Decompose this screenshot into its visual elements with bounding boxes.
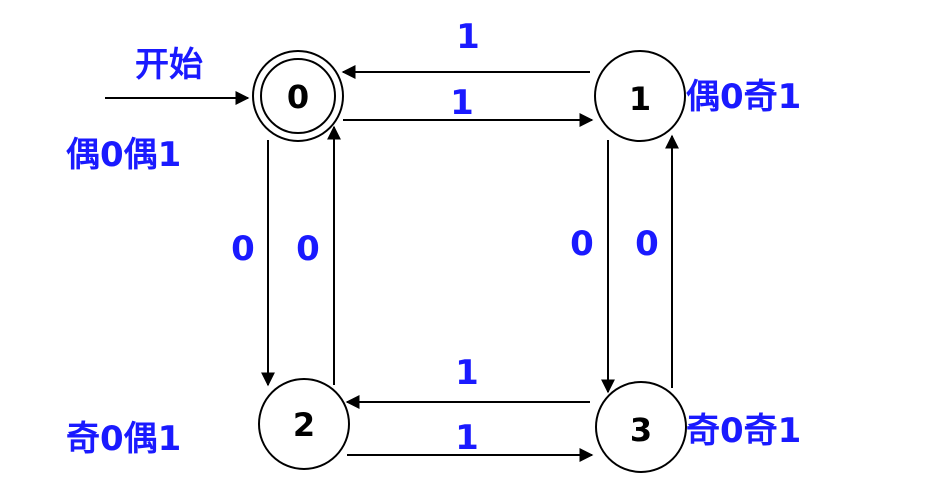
state-0-inner-circle	[260, 58, 336, 134]
state-3-circle	[595, 381, 687, 473]
transition-2-to-3-symbol: 1	[455, 418, 479, 458]
state-2: 2	[258, 378, 350, 470]
state-1-id: 1	[629, 80, 651, 118]
transition-3-to-2-symbol: 1	[455, 353, 479, 393]
state-0-id: 0	[287, 78, 309, 116]
state-1: 1	[594, 50, 686, 142]
state-3-annotation: 奇0奇1	[686, 411, 801, 451]
state-1-annotation: 偶0奇1	[686, 77, 801, 117]
state-0-annotation: 偶0偶1	[66, 135, 181, 175]
state-1-circle	[594, 50, 686, 142]
state-2-id: 2	[293, 406, 315, 444]
state-3-id: 3	[630, 411, 652, 449]
state-3: 3	[595, 381, 687, 473]
transition-3-to-1-symbol: 0	[635, 224, 659, 264]
start-label: 开始	[135, 45, 203, 85]
state-2-annotation: 奇0偶1	[66, 419, 181, 459]
transition-1-to-0-symbol: 1	[456, 17, 480, 57]
state-0: 0	[252, 50, 344, 142]
transition-0-to-2-symbol: 0	[231, 229, 255, 269]
transition-2-to-0-symbol: 0	[296, 229, 320, 269]
transition-0-to-1-symbol: 1	[450, 83, 474, 123]
transition-1-to-3-symbol: 0	[570, 224, 594, 264]
state-2-circle	[258, 378, 350, 470]
